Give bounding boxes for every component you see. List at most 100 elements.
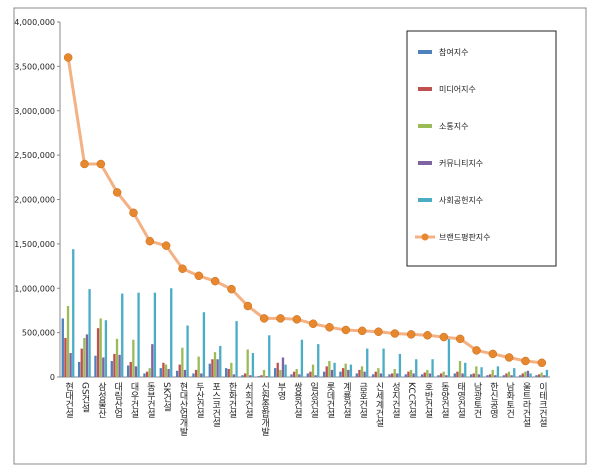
bar [537,374,541,377]
x-tick-label: 계룡건설 [341,381,351,418]
x-tick-label: KCC건설 [406,382,416,418]
bar [475,366,478,377]
bar [295,369,298,377]
bar [110,361,113,377]
legend-label: 사회공헌지수 [439,196,483,205]
line-marker [96,159,106,169]
bar [276,362,279,377]
y-tick-label: 4,000,000 [14,18,55,27]
bar [543,375,546,377]
bar [129,361,132,377]
bar [439,373,443,377]
bar [284,364,287,377]
bar [507,371,511,377]
bar [202,312,206,377]
bar [518,375,522,377]
bar [524,371,527,377]
x-tick-label: 한화건설 [227,382,237,418]
bar [453,373,456,377]
bar [273,368,277,377]
bar [505,373,508,377]
line-marker [194,271,204,281]
bar [281,357,285,377]
bar [420,374,424,377]
bar [404,374,407,377]
bar [132,339,135,377]
legend-swatch [418,50,432,54]
bar [333,362,336,377]
bar [224,368,228,377]
bar [85,334,89,377]
bar [513,368,516,377]
bar [480,367,483,377]
legend-label: 커뮤니티지수 [439,158,483,168]
line-marker [63,53,73,62]
bar [377,368,380,377]
bar [398,353,402,377]
x-tick-label: 대림산업 [112,382,122,418]
line-marker [504,353,514,362]
x-tick-label: 포스코건설 [210,382,220,427]
bar [183,369,187,377]
bar [464,362,467,377]
bar [510,375,513,377]
bar [66,306,70,377]
bar [339,371,342,377]
bar [456,371,459,377]
bar [121,293,124,377]
bar [423,372,426,377]
bar [472,373,475,377]
bar [496,366,500,377]
x-tick-label: 부영 [276,382,286,400]
bar [461,373,464,377]
bar [502,375,505,377]
y-tick-label: 3,000,000 [14,107,55,116]
x-tick-label: 성지건설 [390,382,400,418]
x-tick-label: 대우건설 [129,382,139,418]
bar [213,352,217,377]
bar [175,370,179,377]
bar [251,353,255,377]
line-marker [423,331,432,340]
x-tick-label: 한신공영 [488,382,498,418]
bar [69,353,72,377]
bar [118,354,121,377]
x-tick-label: 현대건설 [63,382,73,418]
bar [178,364,181,377]
line-marker [80,159,89,169]
bar [80,348,83,377]
bar [330,369,334,377]
y-tick-label: 0 [50,373,55,382]
x-tick-label: GS건설 [80,382,90,413]
bar [77,361,81,377]
bar [148,368,151,377]
bar [200,373,203,377]
legend-label: 브랜드평판지수 [439,232,491,242]
bar [437,375,440,377]
legend-label: 소통지수 [439,122,468,131]
x-tick-label: 동양건설 [439,382,449,418]
bar [162,362,165,377]
bar [232,374,236,377]
line-marker [537,358,547,368]
bar [540,372,543,377]
x-tick-label: 쌍용건설 [292,382,302,418]
x-tick-label: 남화토건 [504,382,514,418]
bar [322,371,326,377]
bar [134,366,138,377]
bar [535,375,538,377]
x-tick-label: 남광토건 [472,382,482,418]
bar [113,353,116,377]
bar [494,375,497,377]
bar [260,375,263,377]
x-tick-label: 롯데건설 [325,382,335,418]
bar [96,328,100,377]
bar [126,365,130,377]
bar [393,369,396,377]
bar [243,373,247,377]
bar [290,374,293,377]
line-marker [112,188,122,197]
line-marker [145,236,155,246]
legend-swatch [418,198,432,202]
line-marker [341,325,351,335]
